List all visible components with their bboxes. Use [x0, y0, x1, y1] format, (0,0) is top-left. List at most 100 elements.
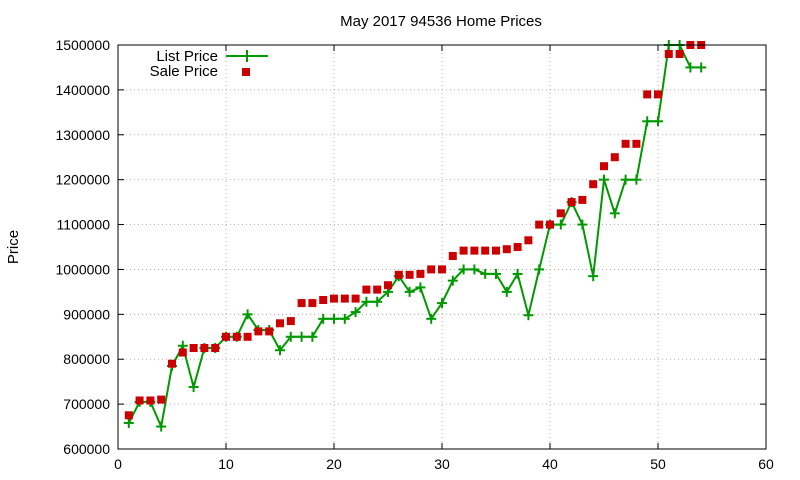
list-price-point — [588, 271, 599, 282]
list-price-point — [480, 268, 491, 279]
sale-price-point — [546, 220, 554, 229]
sale-price-point — [610, 153, 619, 162]
list-price-point — [512, 268, 523, 279]
data-series — [123, 40, 707, 432]
x-tick-label: 10 — [218, 456, 234, 472]
list-price-point — [372, 296, 383, 307]
sale-price-point — [157, 395, 166, 404]
list-price-point — [426, 313, 437, 324]
sale-price-point — [135, 396, 144, 405]
list-price-point — [469, 264, 480, 275]
list-price-point — [437, 298, 447, 309]
sale-price-point — [459, 246, 468, 255]
y-tick-label: 1500000 — [55, 37, 110, 53]
y-axis-label: Price — [5, 230, 22, 264]
list-price-point — [404, 286, 415, 297]
sale-price-point — [362, 285, 371, 294]
axis-ticks: 600000 700000 800000 900000 1000000 1100000 12… — [55, 37, 774, 472]
sale-price-point — [222, 332, 230, 341]
y-tick-label: 1000000 — [55, 261, 110, 277]
sale-price-point — [578, 195, 587, 204]
y-tick-label: 1100000 — [57, 217, 111, 233]
y-tick-label: 1400000 — [55, 82, 110, 98]
sale-price-point — [416, 269, 425, 278]
sale-price-point — [502, 245, 511, 254]
sale-price-point — [643, 90, 652, 99]
list-price-point — [329, 313, 339, 324]
sale-price-point — [556, 209, 565, 218]
sale-price-point — [427, 265, 436, 274]
y-tick-label: 1200000 — [55, 172, 110, 188]
x-tick-label: 40 — [542, 456, 558, 472]
chart-title: May 2017 94536 Home Prices — [340, 13, 542, 30]
legend-label-list-price: List Price — [156, 48, 218, 65]
list-price-point — [275, 345, 285, 356]
list-price-point — [653, 116, 663, 127]
sale-price-point — [384, 281, 392, 290]
sale-price-point — [535, 220, 544, 229]
sale-price-point — [265, 327, 274, 336]
x-tick-label: 30 — [434, 456, 450, 472]
list-price-point — [242, 309, 253, 320]
list-price-point — [555, 219, 566, 230]
list-price-point — [458, 264, 469, 275]
sale-price-point — [654, 90, 662, 99]
sale-price-point — [243, 332, 252, 341]
sale-price-point — [178, 348, 187, 357]
sale-price-point — [330, 294, 338, 303]
list-price-point — [491, 268, 501, 279]
sale-price-point — [297, 299, 306, 308]
sale-price-point — [232, 332, 241, 341]
sale-price-point — [513, 243, 522, 251]
sale-price-point — [470, 246, 479, 255]
sale-price-point — [200, 344, 209, 352]
sale-price-point — [632, 139, 641, 148]
list-price-point — [534, 264, 545, 275]
list-price-point — [685, 62, 696, 73]
y-tick-label: 700000 — [63, 396, 110, 412]
legend-label-sale-price: Sale Price — [150, 63, 218, 80]
list-price-point — [156, 421, 167, 432]
sale-price-point — [340, 294, 349, 303]
y-tick-label: 1300000 — [55, 127, 110, 143]
x-tick-label: 60 — [758, 456, 774, 472]
list-price-point — [123, 417, 134, 428]
sale-price-point — [492, 246, 500, 255]
sale-price-point — [351, 294, 360, 303]
sale-price-point — [254, 327, 263, 336]
y-tick-label: 800000 — [63, 351, 110, 367]
x-tick-label: 20 — [326, 456, 342, 472]
sale-price-point — [589, 180, 598, 189]
sale-price-point — [168, 359, 176, 368]
list-price-point — [609, 208, 620, 219]
list-price-point — [339, 313, 350, 324]
x-tick-label: 0 — [114, 456, 122, 472]
plot-frame — [117, 44, 767, 450]
list-price-point — [577, 219, 588, 230]
sale-price-point — [664, 50, 673, 58]
sale-price-point — [621, 139, 630, 148]
legend-swatch-list-price-marker — [241, 50, 253, 62]
sale-price-point — [567, 198, 576, 207]
sale-price-point — [124, 411, 133, 420]
sale-price-point — [438, 265, 446, 274]
y-tick-label: 600000 — [63, 441, 110, 457]
sale-price-point — [600, 162, 608, 171]
sale-price-point — [524, 236, 533, 245]
sale-price-point — [405, 270, 414, 279]
list-price-point — [285, 331, 296, 342]
list-price-point — [318, 313, 329, 324]
list-price-point — [350, 307, 361, 318]
sale-price-point — [481, 246, 490, 255]
sale-price-point — [394, 270, 403, 279]
list-price-point — [415, 282, 426, 293]
sale-price-point — [308, 299, 317, 308]
list-price-point — [361, 296, 372, 307]
sale-price-point — [373, 285, 382, 294]
sale-price-point — [211, 344, 220, 352]
list-price-point — [188, 382, 199, 393]
list-price-point — [620, 174, 631, 185]
list-price-point — [631, 174, 642, 185]
grid-lines — [118, 45, 766, 449]
